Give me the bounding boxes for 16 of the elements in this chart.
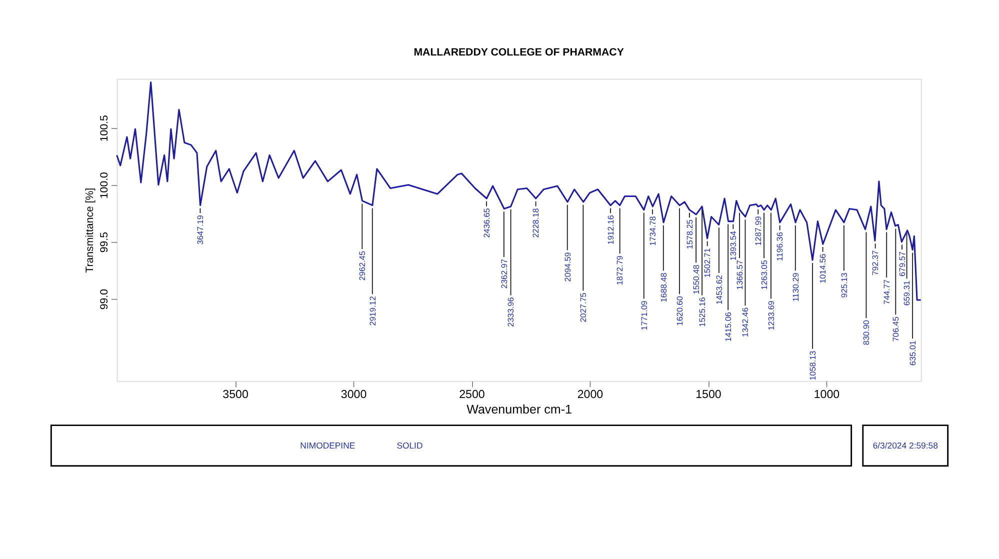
text: SOLID — [396, 440, 423, 450]
x-tick-label: 2000 — [577, 388, 604, 401]
y-tick-label: 100.5 — [98, 114, 111, 142]
x-tick-label: 3000 — [340, 388, 367, 401]
x-tick-label: 3500 — [222, 388, 248, 401]
y-axis-title: Transmittance [%] — [84, 188, 96, 273]
y-tick-label: 99.0 — [98, 288, 111, 310]
x-tick-label: 1000 — [814, 388, 840, 401]
y-tick-label: 99.5 — [98, 232, 111, 253]
x-tick-label: 2500 — [459, 388, 485, 401]
x-tick-label: 1500 — [696, 388, 722, 401]
text: 6/3/2024 2:59:58 — [872, 440, 938, 450]
chart-title: MALLAREDDY COLLEGE OF PHARMACY — [414, 46, 624, 59]
y-tick-label: 100.0 — [98, 172, 111, 199]
text: NIMODEPINE — [300, 440, 356, 450]
x-axis-title: Wavenumber cm-1 — [466, 402, 572, 416]
